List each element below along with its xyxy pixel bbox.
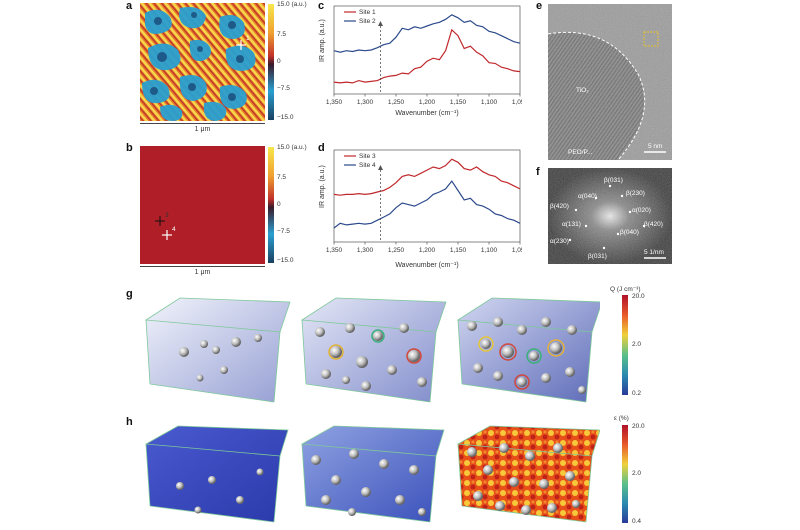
panel-c-tick-label-5: 1,100 bbox=[481, 99, 498, 106]
panel-c-tick-label-3: 1,200 bbox=[419, 99, 436, 106]
panel-e-tem-image: TiO₂ PEO/P... 5 nm bbox=[548, 4, 672, 160]
panel-g-volumes bbox=[144, 297, 600, 403]
panel-d-legend-1: Site 4 bbox=[359, 162, 376, 169]
panel-f-spot-7: α(230) bbox=[550, 238, 569, 245]
panel-f-spot-2: α(040) bbox=[578, 193, 597, 200]
colorbar-a-tick-2: 0 bbox=[277, 58, 281, 65]
panel-f-label: f bbox=[536, 166, 540, 178]
panel-d-tick-label-1: 1,300 bbox=[357, 247, 374, 254]
panel-a-colorbar bbox=[268, 4, 274, 120]
colorbar-a-tick-1: 7.5 bbox=[277, 31, 287, 38]
panel-b-scalebar: 1 μm bbox=[194, 269, 211, 276]
panel-c-series-0 bbox=[333, 28, 521, 84]
panel-c-ylabel: IR amp. (a.u.) bbox=[319, 19, 326, 62]
panel-d-ylabel: IR amp. (a.u.) bbox=[319, 165, 326, 208]
panel-f-spot-4: α(020) bbox=[632, 207, 651, 214]
panel-c-xlabel: Wavenumber (cm⁻¹) bbox=[395, 110, 458, 117]
colorbar-a-tick-4: −15.0 bbox=[277, 114, 294, 121]
panel-f-scalebar: 5 1/nm bbox=[644, 249, 664, 256]
colorbar-g-tick-1: 2.0 bbox=[632, 341, 642, 348]
panel-e-region-label: TiO₂ bbox=[576, 87, 589, 94]
panel-h-colorbar bbox=[622, 425, 628, 523]
panel-d-tick-label-2: 1,250 bbox=[388, 247, 405, 254]
panel-c-label: c bbox=[318, 0, 325, 12]
panel-c-tick-label-6: 1,050 bbox=[512, 99, 522, 106]
panel-d-marker-arrow bbox=[378, 165, 383, 170]
panel-d-xlabel: Wavenumber (cm⁻¹) bbox=[395, 262, 458, 269]
colorbar-b-tick-0: 15.0 (a.u.) bbox=[277, 144, 307, 151]
colorbar-b-tick-4: −15.0 bbox=[277, 257, 294, 264]
panel-a-marker: 1 bbox=[246, 35, 250, 42]
panel-d-chart: IR amp. (a.u.) Site 3 Site 4 1,350 1,300 1… bbox=[319, 149, 522, 269]
panel-e-label: e bbox=[536, 0, 543, 12]
colorbar-h-tick-1: 2.0 bbox=[632, 470, 642, 477]
panel-b-map: 3 4 bbox=[140, 146, 265, 264]
panel-c-tick-label-2: 1,250 bbox=[388, 99, 405, 106]
panel-f-spot-8: β(031) bbox=[588, 253, 607, 260]
panel-h-label: h bbox=[126, 416, 133, 428]
panel-d-tick-label-3: 1,200 bbox=[419, 247, 436, 254]
panel-f-spot-0: β(031) bbox=[604, 177, 623, 184]
panel-c-tick-label-4: 1,150 bbox=[450, 99, 467, 106]
panel-d-series-1 bbox=[333, 180, 521, 229]
panel-c-tick-label-1: 1,300 bbox=[357, 99, 374, 106]
panel-a-scalebar: 1 μm bbox=[194, 126, 211, 133]
panel-b-colorbar bbox=[268, 147, 274, 263]
panel-h-volumes bbox=[144, 425, 600, 523]
colorbar-a-tick-0: 15.0 (a.u.) bbox=[277, 1, 307, 8]
panel-d-legend-0: Site 3 bbox=[359, 153, 376, 160]
panel-c-chart: IR amp. (a.u.) Site 1 Site 2 1,350 1,300 1… bbox=[319, 5, 522, 117]
panel-d-tick-label-4: 1,150 bbox=[450, 247, 467, 254]
panel-f-spot-6: β(040) bbox=[620, 229, 639, 236]
panel-b-label: b bbox=[126, 142, 133, 154]
colorbar-a-tick-3: −7.5 bbox=[277, 85, 290, 92]
panel-d-tick-label-0: 1,350 bbox=[326, 247, 343, 254]
panel-c-marker-arrow bbox=[378, 21, 383, 26]
colorbar-g-tick-0: 20.0 bbox=[632, 293, 645, 300]
colorbar-g-tick-2: 0.2 bbox=[632, 390, 642, 397]
panel-d-label: d bbox=[318, 142, 325, 154]
panel-g-label: g bbox=[126, 288, 133, 300]
panel-f-spot-5: α(131) bbox=[562, 221, 581, 228]
panel-h-colorbar-title: ε (%) bbox=[614, 415, 629, 422]
panel-c-tick-label-0: 1,350 bbox=[326, 99, 343, 106]
panel-b-marker-3: 3 bbox=[165, 212, 169, 219]
panel-f-spot-3: β(420) bbox=[550, 203, 569, 210]
colorbar-h-tick-2: 0.4 bbox=[632, 518, 642, 525]
panel-f-diffraction: β(031) β(230) α(040) β(420) α(020) α(131… bbox=[548, 168, 672, 264]
colorbar-h-tick-0: 20.0 bbox=[632, 423, 645, 430]
panel-b-marker-4: 4 bbox=[172, 226, 176, 233]
panel-g-colorbar-title: Q (J cm⁻³) bbox=[610, 286, 641, 293]
colorbar-b-tick-3: −7.5 bbox=[277, 228, 290, 235]
panel-e-sublabel: PEO/P... bbox=[568, 149, 593, 156]
panel-f-spot-1: β(230) bbox=[626, 190, 645, 197]
panel-e-scalebar: 5 nm bbox=[648, 143, 662, 150]
colorbar-b-tick-1: 7.5 bbox=[277, 174, 287, 181]
panel-c-legend-0: Site 1 bbox=[359, 9, 376, 16]
panel-d-series-0 bbox=[333, 158, 521, 196]
panel-f-spot-9: β(420) bbox=[644, 221, 663, 228]
panel-a-label: a bbox=[126, 0, 133, 12]
panel-c-series-1 bbox=[333, 14, 521, 53]
panel-a-map: 1 bbox=[140, 3, 265, 121]
colorbar-b-tick-2: 0 bbox=[277, 201, 281, 208]
panel-d-tick-label-6: 1,050 bbox=[512, 247, 522, 254]
panel-c-legend-1: Site 2 bbox=[359, 18, 376, 25]
panel-d-tick-label-5: 1,100 bbox=[481, 247, 498, 254]
panel-g-colorbar bbox=[622, 295, 628, 395]
